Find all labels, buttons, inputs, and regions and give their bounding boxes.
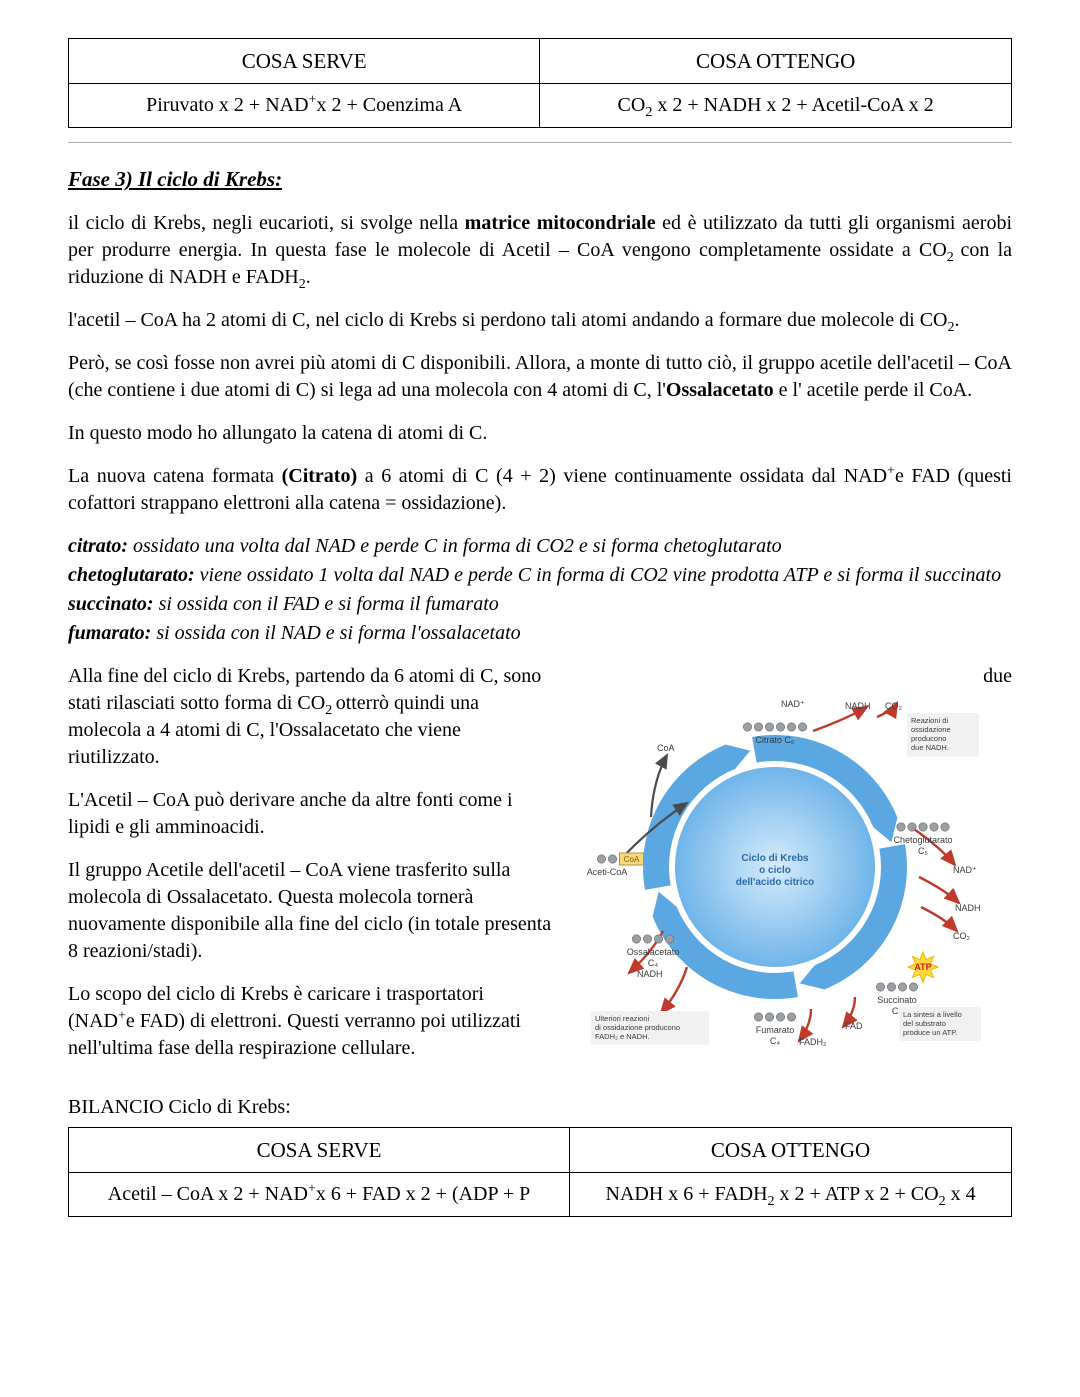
svg-text:o ciclo: o ciclo <box>759 865 791 876</box>
para-5: La nuova catena formata (Citrato) a 6 at… <box>68 463 1012 517</box>
svg-text:Citrato C₆: Citrato C₆ <box>756 735 796 745</box>
svg-text:CO₂: CO₂ <box>885 701 903 711</box>
divider <box>68 142 1012 143</box>
svg-text:NAD⁺: NAD⁺ <box>781 699 805 709</box>
svg-text:Fumarato: Fumarato <box>756 1025 795 1035</box>
svg-text:Ciclo di Krebs: Ciclo di Krebs <box>741 853 809 864</box>
balance-table: COSA SERVE COSA OTTENGO Acetil – CoA x 2… <box>68 1127 1012 1217</box>
svg-text:dell'acido citrico: dell'acido citrico <box>736 877 815 888</box>
krebs-cycle-figure: Ciclo di Krebso ciclodell'acido citrico C… <box>567 667 983 1059</box>
bal-th-serve: COSA SERVE <box>69 1127 570 1172</box>
para-4: In questo modo ho allungato la catena di… <box>68 420 1012 447</box>
svg-text:NADH: NADH <box>845 701 871 711</box>
svg-text:La sintesi a livello: La sintesi a livello <box>903 1010 962 1019</box>
svg-text:NADH: NADH <box>955 903 981 913</box>
th-ottengo: COSA OTTENGO <box>540 39 1012 84</box>
bal-td-serve: Acetil – CoA x 2 + NAD+x 6 + FAD x 2 + (… <box>69 1173 570 1217</box>
svg-text:Ulteriori reazioni: Ulteriori reazioni <box>595 1014 650 1023</box>
phase-title: Fase 3) Il ciclo di Krebs: <box>68 165 1012 193</box>
svg-text:NADH: NADH <box>637 969 663 979</box>
th-serve: COSA SERVE <box>69 39 540 84</box>
svg-text:Chetoglutarato: Chetoglutarato <box>894 835 953 845</box>
para-2: l'acetil – CoA ha 2 atomi di C, nel cicl… <box>68 307 1012 334</box>
para-1: il ciclo di Krebs, negli eucarioti, si s… <box>68 210 1012 291</box>
svg-text:C₅: C₅ <box>918 846 928 856</box>
td-ottengo: CO2 x 2 + NADH x 2 + Acetil-CoA x 2 <box>540 84 1012 128</box>
svg-text:Ossalacetato: Ossalacetato <box>627 947 680 957</box>
svg-text:ossidazione: ossidazione <box>911 725 951 734</box>
def-chetoglutarato: chetoglutarato: viene ossidato 1 volta d… <box>68 562 1012 589</box>
svg-text:FADH₂ e NADH.: FADH₂ e NADH. <box>595 1032 650 1041</box>
svg-text:producono: producono <box>911 734 946 743</box>
def-citrato: citrato: ossidato una volta dal NAD e pe… <box>68 533 1012 560</box>
bal-th-ottengo: COSA OTTENGO <box>570 1127 1012 1172</box>
svg-text:due NADH.: due NADH. <box>911 743 949 752</box>
svg-text:CO₂: CO₂ <box>953 931 971 941</box>
definitions: citrato: ossidato una volta dal NAD e pe… <box>68 533 1012 647</box>
svg-text:Aceti-CoA: Aceti-CoA <box>587 867 628 877</box>
stray-due: due <box>983 663 1012 690</box>
svg-text:del substrato: del substrato <box>903 1019 946 1028</box>
svg-text:CoA: CoA <box>624 855 640 864</box>
def-fumarato: fumarato: si ossida con il NAD e si form… <box>68 620 1012 647</box>
svg-text:produce un ATP.: produce un ATP. <box>903 1028 957 1037</box>
svg-text:Succinato: Succinato <box>877 995 917 1005</box>
svg-text:ATP: ATP <box>914 962 931 972</box>
svg-text:CoA: CoA <box>657 743 675 753</box>
def-succinato: succinato: si ossida con il FAD e si for… <box>68 591 1012 618</box>
svg-text:Reazioni di: Reazioni di <box>911 716 948 725</box>
para-3: Però, se così fosse non avrei più atomi … <box>68 350 1012 404</box>
bal-td-ottengo: NADH x 6 + FADH2 x 2 + ATP x 2 + CO2 x 4 <box>570 1173 1012 1217</box>
svg-text:FAD: FAD <box>845 1021 863 1031</box>
svg-text:C₄: C₄ <box>648 958 658 968</box>
svg-text:di ossidazione producono: di ossidazione producono <box>595 1023 680 1032</box>
svg-text:C₄: C₄ <box>770 1036 780 1046</box>
balance-title: BILANCIO Ciclo di Krebs: <box>68 1094 1012 1121</box>
svg-text:NAD⁺: NAD⁺ <box>953 865 977 875</box>
svg-text:FADH₂: FADH₂ <box>799 1037 827 1047</box>
wrap-section: due Ciclo di Krebso ciclodell'acido citr… <box>68 663 1012 1078</box>
input-output-table-1: COSA SERVE COSA OTTENGO Piruvato x 2 + N… <box>68 38 1012 128</box>
td-serve: Piruvato x 2 + NAD+x 2 + Coenzima A <box>69 84 540 128</box>
